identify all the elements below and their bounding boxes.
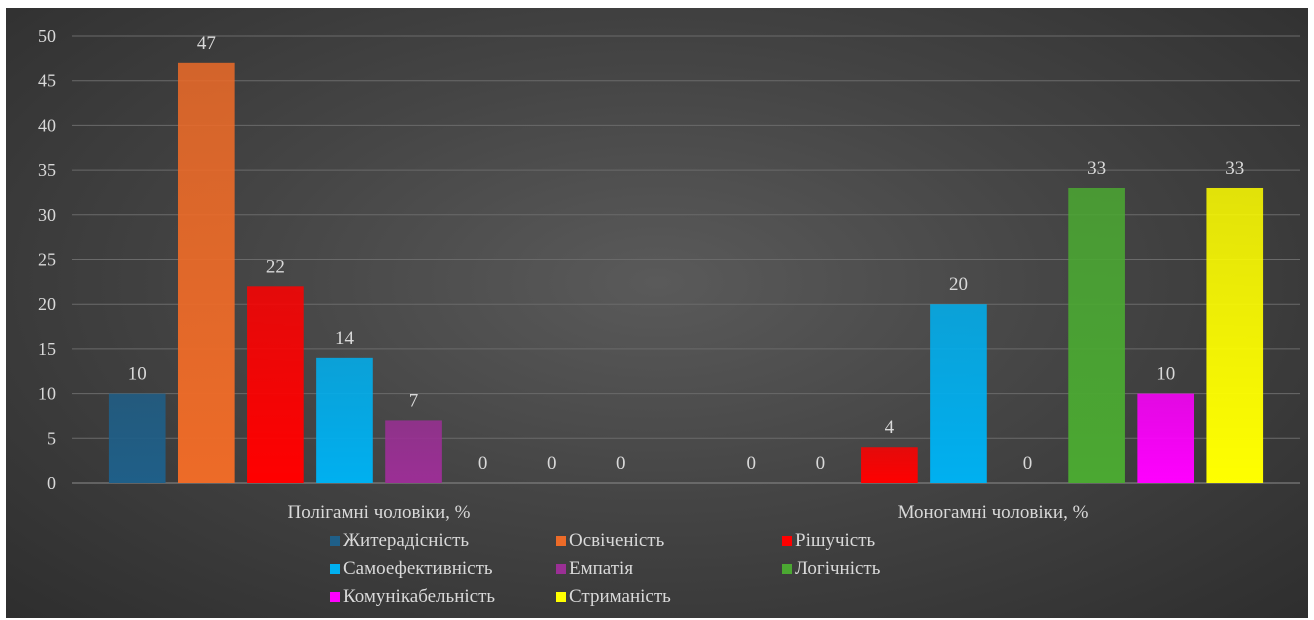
y-tick-label: 20	[38, 294, 56, 314]
bar	[316, 357, 373, 483]
x-category-label: Полігамні чоловіки, %	[288, 502, 471, 523]
legend-item: Емпатія	[556, 555, 782, 582]
chart-area: 0 5 10 15 20 25 30 35 40 45 50 10 47 22 14 7 0 0 0 0 0 4 20 0 3…	[6, 8, 1308, 618]
legend-label: Стриманість	[569, 585, 671, 607]
legend-swatch	[556, 535, 566, 546]
legend-item: Житерадісність	[330, 527, 556, 554]
legend-swatch	[556, 563, 566, 574]
y-tick-label: 40	[38, 115, 56, 135]
legend-item: Освіченість	[556, 527, 782, 554]
y-tick-label: 50	[38, 26, 56, 46]
bar	[861, 447, 918, 483]
legend: Житерадісність Освіченість Рішучість Самоеф…	[330, 527, 990, 610]
y-tick-label: 10	[38, 384, 56, 404]
y-tick-label: 0	[47, 473, 56, 493]
x-axis-categories: Полігамні чоловіки, % Моногамні чоловіки,…	[288, 502, 1089, 523]
legend-item: Комунікабельність	[330, 583, 556, 610]
legend-swatch	[556, 591, 566, 602]
data-label: 0	[616, 453, 626, 474]
legend-label: Самоефективність	[343, 557, 493, 579]
y-tick-label: 5	[47, 428, 56, 448]
legend-label: Освіченість	[569, 529, 665, 551]
bar	[1068, 187, 1125, 484]
y-tick-label: 15	[38, 339, 56, 359]
legend-item: Самоефективність	[330, 555, 556, 582]
y-tick-label: 25	[38, 250, 56, 270]
data-label: 33	[1087, 158, 1106, 179]
data-label: 14	[335, 328, 355, 349]
legend-label: Логічність	[795, 557, 881, 579]
data-label: 0	[746, 453, 756, 474]
legend-label: Рішучість	[795, 529, 876, 551]
y-tick-label: 35	[38, 160, 56, 180]
data-label: 0	[547, 453, 557, 474]
bar	[1137, 393, 1195, 483]
data-label: 10	[128, 364, 147, 385]
y-tick-label: 30	[38, 205, 56, 225]
bar	[1206, 187, 1264, 484]
data-label: 0	[478, 453, 488, 474]
data-label: 20	[949, 274, 968, 295]
bar	[930, 304, 987, 483]
legend-swatch	[330, 563, 340, 574]
data-label: 47	[197, 33, 216, 54]
legend-swatch	[330, 591, 340, 602]
data-label: 7	[409, 390, 419, 411]
legend-swatch	[330, 535, 340, 546]
data-label: 33	[1225, 158, 1244, 179]
legend-label: Емпатія	[569, 557, 634, 579]
y-axis-ticks: 0 5 10 15 20 25 30 35 40 45 50	[38, 26, 56, 493]
data-label: 10	[1156, 364, 1175, 385]
bars	[108, 62, 1264, 484]
data-label: 0	[816, 453, 826, 474]
legend-item: Стриманість	[556, 583, 782, 610]
legend-label: Комунікабельність	[343, 585, 496, 607]
data-label: 4	[885, 417, 895, 438]
bar	[108, 393, 166, 483]
data-label: 0	[1023, 453, 1033, 474]
data-label: 22	[266, 256, 285, 277]
bar	[177, 62, 235, 483]
legend-swatch	[782, 563, 792, 574]
data-labels: 10 47 22 14 7 0 0 0 0 0 4 20 0 33 10 33	[128, 33, 1245, 474]
legend-item: Рішучість	[782, 527, 990, 554]
legend-label: Житерадісність	[343, 529, 470, 551]
bar	[385, 420, 442, 483]
y-tick-label: 45	[38, 71, 56, 91]
legend-item: Логічність	[782, 555, 990, 582]
x-category-label: Моногамні чоловіки, %	[898, 502, 1089, 523]
bar	[247, 286, 304, 483]
bar-chart: 0 5 10 15 20 25 30 35 40 45 50 10 47 22 14 7 0 0 0 0 0 4 20 0 3…	[38, 26, 1300, 523]
legend-swatch	[782, 535, 792, 546]
